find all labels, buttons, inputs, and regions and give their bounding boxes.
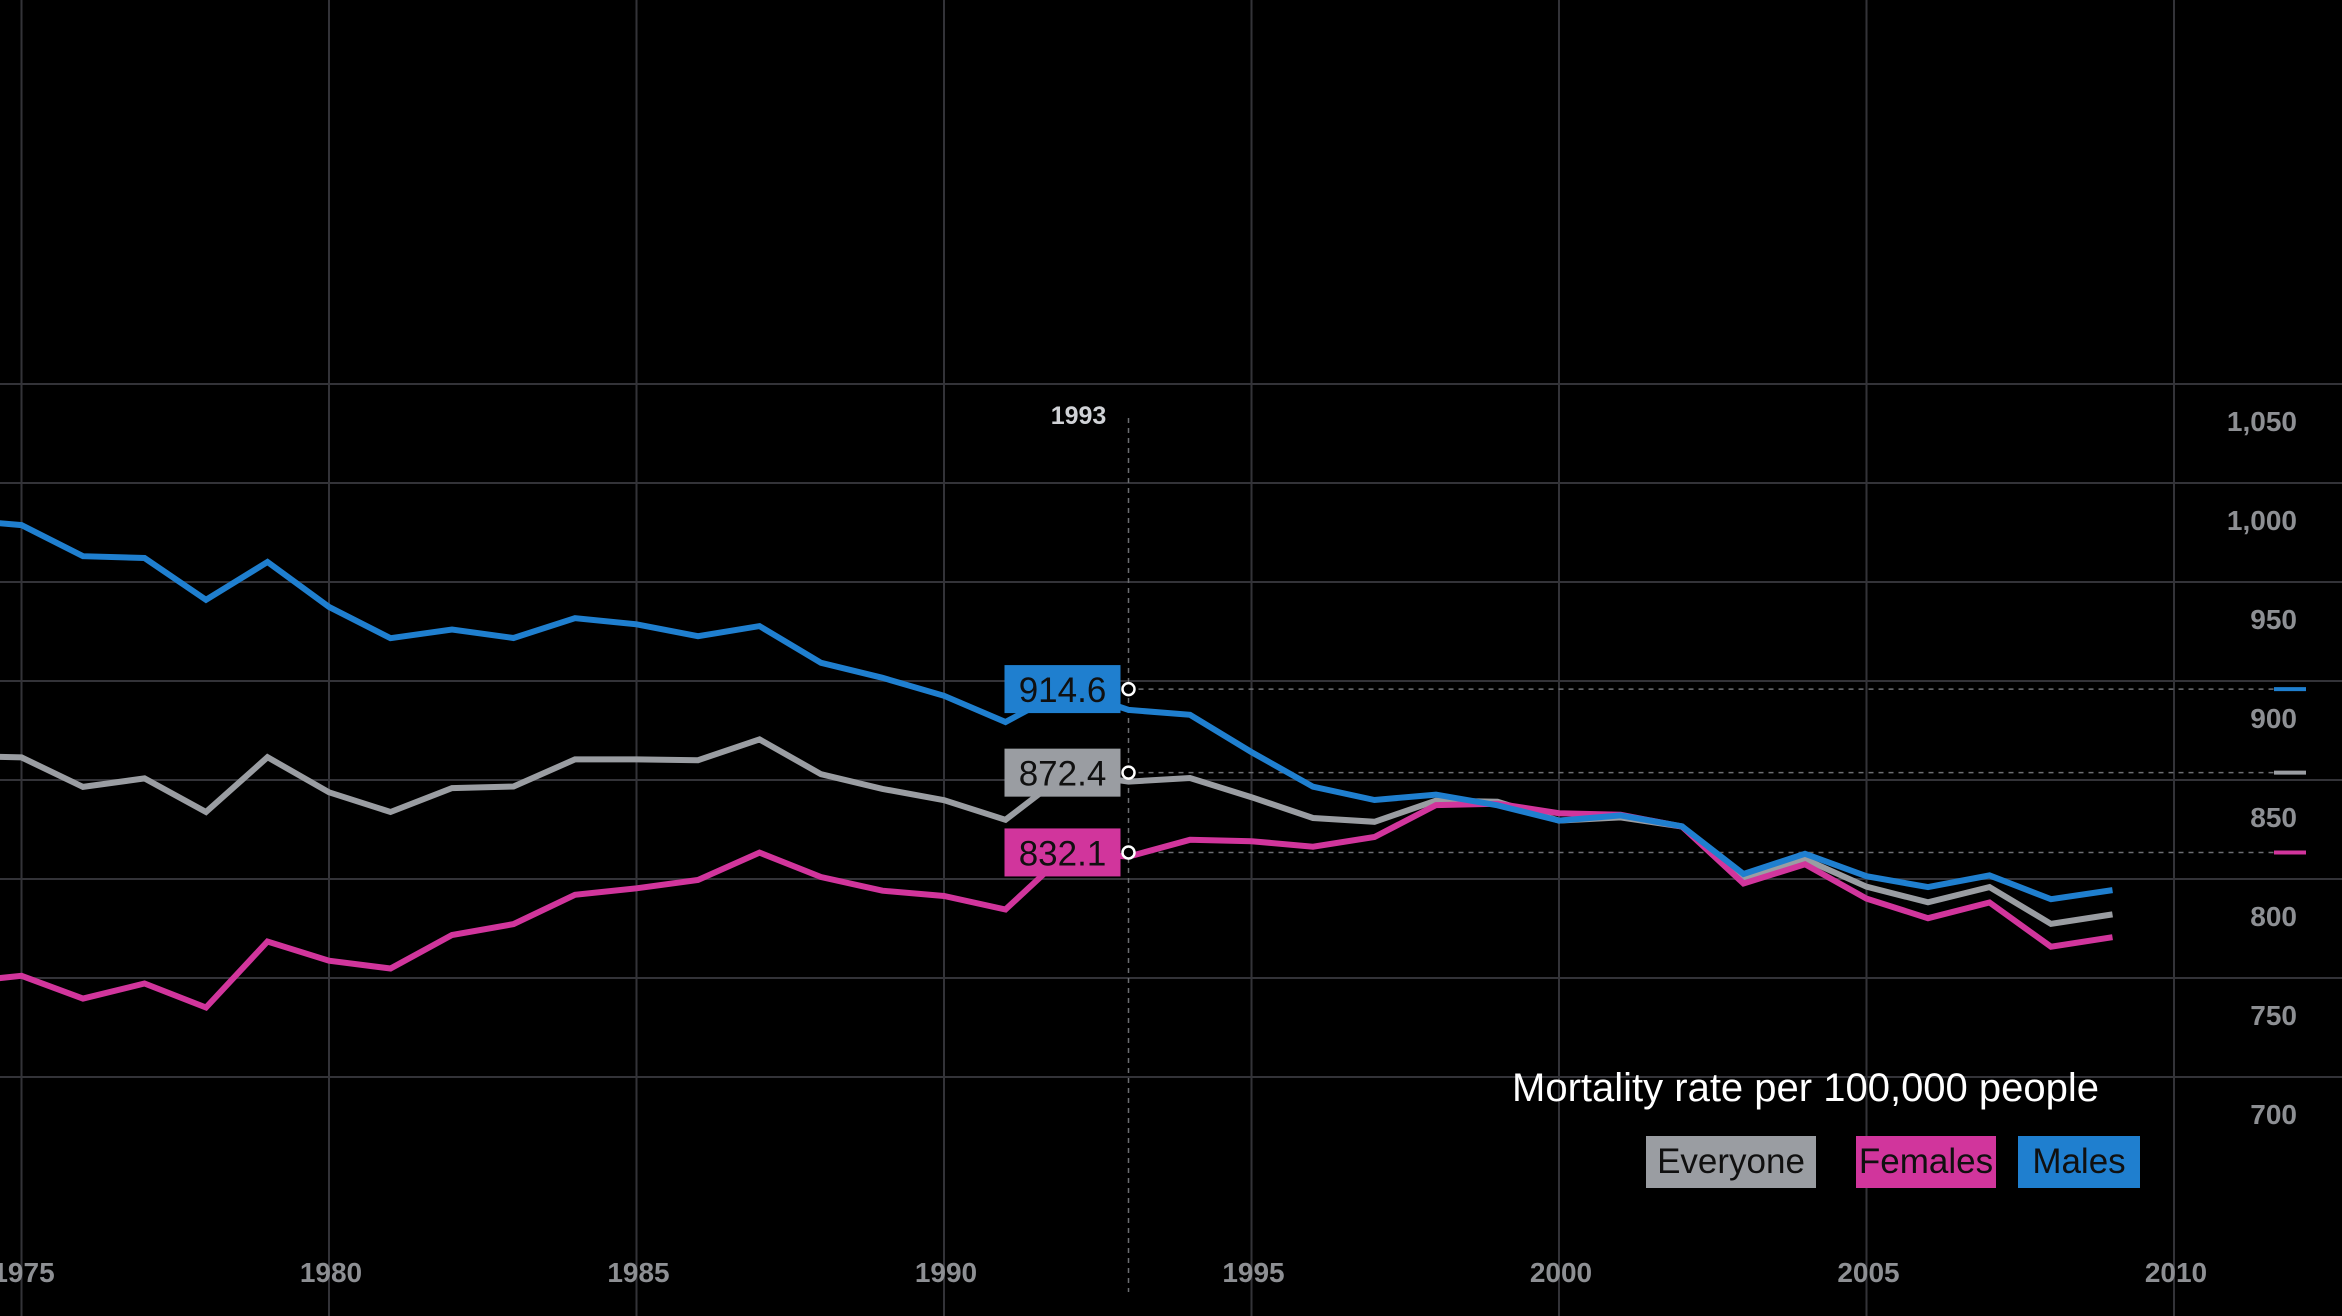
legend-females[interactable]: Females: [1856, 1136, 1996, 1188]
x-tick-2005: 2005: [1837, 1257, 1899, 1288]
hover-value-males: 914.6: [1019, 671, 1107, 710]
y-tick-850: 850: [2250, 802, 2297, 833]
legend-males[interactable]: Males: [2018, 1136, 2140, 1188]
hover-point-females: [1121, 845, 1136, 860]
x-tick-1985: 1985: [607, 1257, 669, 1288]
x-tick-2000: 2000: [1530, 1257, 1592, 1288]
chart-title: Mortality rate per 100,000 people: [1512, 1066, 2100, 1110]
y-tick-800: 800: [2250, 901, 2297, 932]
x-tick-1980: 1980: [300, 1257, 362, 1288]
hover-point-everyone: [1121, 765, 1136, 780]
y-tick-900: 900: [2250, 703, 2297, 734]
hover-box-everyone: [1004, 748, 1121, 797]
hover-point-males: [1121, 681, 1136, 697]
horizontal-gridlines: [0, 383, 2342, 1078]
x-tick-1995: 1995: [1222, 1257, 1284, 1288]
vertical-gridlines: [20, 0, 2175, 1316]
series-line-females: [0, 800, 2113, 1012]
x-tick-1975: 1975: [0, 1257, 55, 1288]
y-tick-750: 750: [2250, 1000, 2297, 1031]
x-tick-2010: 2010: [2145, 1257, 2207, 1288]
y-tick-1,000: 1,000: [2227, 505, 2297, 536]
legend-everyone[interactable]: Everyone: [1646, 1136, 1816, 1188]
hover-box-females: [1004, 828, 1121, 877]
x-axis-ticks: 1975 1980 1985 1990 1995 2000 2005 2010: [0, 1257, 2207, 1288]
hover-year-label: 1993: [1051, 402, 1107, 430]
y-tick-700: 700: [2250, 1099, 2297, 1130]
hover-tooltip: 1993 914.6 872.4 832.1: [1004, 402, 2306, 877]
hover-value-everyone: 872.4: [1019, 755, 1107, 794]
hover-value-females: 832.1: [1019, 834, 1107, 873]
y-tick-1,050: 1,050: [2227, 406, 2297, 437]
hover-box-males: [1004, 665, 1121, 714]
y-tick-950: 950: [2250, 604, 2297, 635]
x-tick-1990: 1990: [915, 1257, 977, 1288]
y-axis-ticks: 700 750 800 850 900 950 1,000 1,050: [2227, 406, 2297, 1130]
